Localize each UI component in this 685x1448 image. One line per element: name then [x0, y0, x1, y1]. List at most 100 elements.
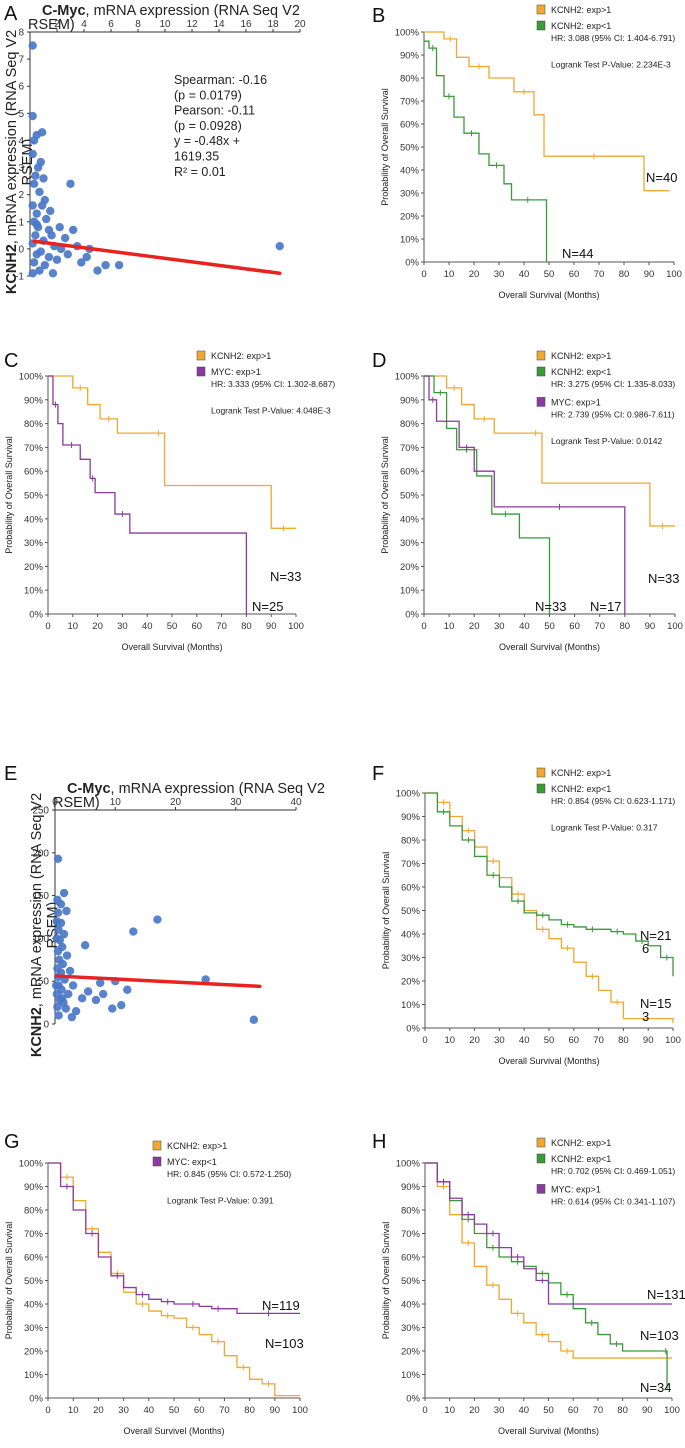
scatter-point: [52, 255, 62, 264]
x-axis-title: Overall Survival (Months): [498, 290, 599, 300]
legend-swatch: [196, 350, 206, 361]
x-tick-label: 14: [213, 19, 225, 30]
scatter-point: [249, 1015, 259, 1024]
correlation-annotation: (p = 0.0179): [174, 88, 242, 102]
y-tick-label: 0%: [29, 1394, 43, 1405]
scatter-point: [58, 994, 67, 1003]
x-tick-label: 30: [230, 797, 242, 808]
legend-label: KCNH2: exp>1: [551, 5, 611, 15]
x-tick-label: 20: [294, 19, 306, 30]
n-label: N=33: [648, 571, 679, 586]
x-tick-label: 18: [267, 19, 279, 30]
x-tick-label: 60: [569, 621, 580, 632]
scatter-point: [37, 128, 47, 137]
scatter-point: [44, 252, 54, 262]
survival-curve-kcnh2-exp-1: [424, 40, 548, 262]
y-tick-label: 100%: [396, 1159, 421, 1170]
scatter-point: [80, 941, 90, 950]
x-tick-label: 30: [118, 1405, 129, 1416]
y-tick-label: 10%: [24, 586, 44, 597]
x-tick-label: 90: [270, 1405, 281, 1416]
y-tick-label: 1: [18, 217, 24, 228]
scatter-point: [64, 989, 73, 999]
x-tick-label: 40: [519, 1405, 530, 1416]
x-tick-label: 30: [117, 621, 128, 632]
x-tick-label: 20: [93, 1405, 104, 1416]
n-label: N=40: [646, 170, 677, 185]
survival-curve-kcnh2-exp-1: [424, 31, 669, 192]
y-tick-label: 40%: [401, 1300, 421, 1311]
x-tick-label: 70: [594, 269, 605, 280]
scatter-point: [275, 241, 284, 251]
x-tick-label: 10: [444, 621, 455, 632]
y-tick-label: 80%: [401, 1206, 421, 1217]
y-tick-label: 20%: [24, 562, 44, 573]
x-tick-label: 12: [186, 19, 198, 30]
x-tick-label: 4: [81, 19, 87, 30]
y-tick-label: 30%: [400, 189, 420, 200]
x-tick-label: 50: [544, 621, 555, 632]
scatter-point: [36, 247, 45, 256]
x-tick-label: 90: [644, 269, 655, 280]
y-tick-label: 60%: [400, 120, 420, 131]
y-axis-title: Probability of Overall Survival: [380, 88, 390, 206]
x-axis-title: Overall Survival (Months): [121, 642, 222, 652]
y-tick-label: 60%: [400, 467, 420, 478]
scatter-point: [69, 225, 78, 235]
y-tick-label: 90%: [401, 1182, 421, 1193]
scatter-point: [82, 252, 91, 262]
y-tick-label: 40%: [400, 514, 420, 525]
panel-letter: D: [372, 350, 386, 372]
panel-letter: B: [372, 5, 385, 27]
x-tick-label: 50: [167, 621, 178, 632]
y-tick-label: 20%: [400, 562, 420, 573]
scatter-point: [91, 995, 101, 1005]
panel-letter: H: [372, 1131, 386, 1153]
y-tick-label: 0%: [29, 610, 43, 621]
scatter-point: [95, 978, 105, 988]
y-tick-label: 3: [18, 163, 24, 174]
x-tick-label: 80: [618, 1035, 629, 1046]
x-tick-label: 8: [135, 19, 141, 30]
scatter-point: [32, 220, 41, 229]
y-tick-label: 4: [18, 136, 24, 147]
survival-curve-kcnh2-exp-1: [425, 1162, 672, 1359]
hr-text: HR: 2.739 (95% CI: 0.986-7.611): [551, 409, 675, 419]
scatter-point: [99, 989, 108, 999]
x-axis-title-line2: RSEM): [53, 795, 100, 811]
x-tick-label: 40: [290, 797, 302, 808]
scatter-point: [71, 1006, 81, 1016]
x-tick-label: 20: [469, 269, 480, 280]
scatter-point: [53, 908, 63, 917]
survival-curve-kcnh2-exp-1: [424, 375, 675, 527]
legend-label: MYC: exp>1: [551, 1184, 601, 1194]
survival-curve-myc-exp-1: [48, 1162, 300, 1315]
legend-label: KCNH2: exp>1: [551, 768, 611, 778]
hr-text: HR: 0.702 (95% CI: 0.469-1.051): [551, 1166, 675, 1176]
scatter-point: [67, 1012, 77, 1022]
legend-swatch: [536, 366, 546, 377]
scatter-point: [77, 994, 87, 1003]
km-panel-h: H 0% 10% 20% 30% 40% 50% 60% 70% 80% 90% 100% 0 10 20 3…: [372, 1131, 685, 1436]
y-tick-label: 100%: [396, 789, 421, 800]
x-tick-label: 30: [494, 269, 505, 280]
x-tick-label: 16: [240, 19, 252, 30]
scatter-point: [46, 206, 55, 216]
legend-swatch: [536, 783, 546, 794]
y-tick-label: 0: [18, 244, 24, 255]
y-tick-label: 50%: [400, 491, 420, 502]
x-tick-label: 70: [216, 621, 227, 632]
scatter-point: [63, 250, 72, 259]
y-tick-label: 200: [32, 848, 49, 859]
x-tick-label: 50: [544, 269, 555, 280]
x-axis-title: Overall Survivel (Months): [123, 1426, 224, 1436]
n-label: N=25: [252, 599, 283, 614]
x-tick-label: 40: [519, 621, 530, 632]
y-tick-label: 60%: [24, 1253, 44, 1264]
scatter-point: [53, 854, 63, 863]
y-tick-label: 0%: [406, 1394, 420, 1405]
y-axis-title: Probability of Overall Survival: [4, 1222, 14, 1340]
survival-curve-myc-exp-1: [424, 375, 626, 614]
panel-letter: E: [4, 763, 17, 785]
logrank-text: Logrank Test P-Value: 0.0142: [551, 436, 662, 446]
